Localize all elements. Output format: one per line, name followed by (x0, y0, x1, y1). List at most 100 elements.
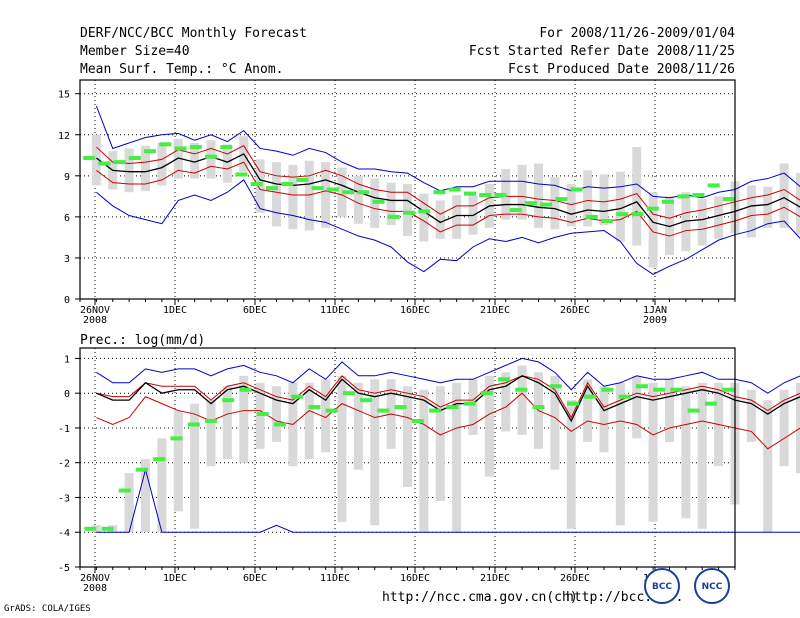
prec-mean-mark (170, 436, 183, 441)
temp-range-bar (533, 163, 544, 228)
prec-lower-bound-line (96, 467, 800, 533)
variable-label: Mean Surf. Temp.: °C Anom. (80, 62, 284, 77)
prec-range-bar (795, 382, 800, 474)
prec-mean-mark (394, 405, 407, 410)
prec-range-bar (583, 379, 593, 442)
temp-mean-mark (661, 199, 674, 204)
prec-range-bar (304, 382, 314, 460)
prec-median-line (96, 375, 800, 423)
temp-mean-mark (83, 156, 96, 161)
prec-range-bar (681, 386, 691, 519)
prec-mean-mark (549, 384, 562, 389)
refer-date: Fcst Started Refer Date 2008/11/25 (468, 44, 735, 59)
prec-range-bar (615, 382, 625, 526)
prec-range-bar (648, 382, 658, 522)
prec-mean-mark (239, 387, 252, 392)
temp-y-tick-label: 12 (58, 131, 70, 142)
prec-range-bar (484, 375, 494, 477)
temp-mean-mark (342, 190, 355, 195)
temp-mean-mark (433, 190, 446, 195)
prec-mean-mark (205, 419, 217, 423)
prec-mean-mark (653, 387, 666, 392)
prec-lower-inner-line (96, 392, 800, 450)
prec-range-bar (239, 375, 249, 463)
temp-mean-mark (159, 142, 172, 147)
temp-x-tick-label: 1JAN (643, 305, 667, 316)
prec-range-bar (566, 400, 576, 529)
temp-mean-mark (540, 202, 553, 207)
temp-mean-mark (570, 187, 583, 192)
prec-upper-bound-line (96, 357, 800, 394)
prec-range-bar (140, 459, 151, 533)
prec-range-bar (206, 400, 216, 467)
temp-range-bar (337, 167, 347, 217)
prec-mean-mark (687, 408, 700, 413)
temp-range-bar (566, 184, 576, 227)
temp-range-bar (435, 200, 445, 239)
prec-mean-mark (584, 394, 597, 399)
forecast-period: For 2008/11/26-2009/01/04 (539, 26, 735, 41)
prec-mean-mark (325, 408, 338, 413)
prec-mean-mark (342, 391, 355, 396)
prec-x-tick-year: 2008 (83, 583, 107, 594)
ncc-logo: NCC (694, 568, 730, 604)
temp-mean-mark (128, 156, 141, 161)
prec-mean-mark (515, 387, 528, 392)
temp-range-bar (763, 186, 773, 228)
member-size: Member Size=40 (80, 44, 190, 59)
temp-range-bar (648, 192, 658, 268)
temp-y-tick-label: 15 (58, 90, 70, 101)
prec-range-bar (370, 379, 380, 526)
temp-x-tick-year: 2008 (83, 315, 107, 326)
prec-range-bar (697, 382, 707, 529)
temp-mean-mark (387, 214, 400, 219)
prec-range-bar (599, 386, 609, 453)
temp-mean-mark (494, 192, 507, 197)
temp-x-tick-label: 11DEC (320, 305, 350, 316)
temp-mean-mark (326, 187, 339, 192)
prec-mean-mark (635, 384, 648, 389)
temp-mean-mark (692, 192, 705, 197)
prec-mean-mark (377, 408, 390, 413)
temp-range-bar (419, 193, 429, 242)
temp-range-bar (304, 160, 314, 231)
temp-mean-mark (311, 186, 324, 191)
prec-range-bar (91, 525, 101, 533)
ncc-url[interactable]: http://ncc.cma.gov.cn(ch) (382, 590, 578, 605)
temp-mean-mark (463, 191, 476, 196)
temp-mean-mark (250, 182, 263, 187)
temp-range-bar (288, 164, 298, 230)
temp-mean-mark (357, 190, 370, 195)
prec-range-bar (779, 389, 789, 467)
prec-mean-mark (187, 422, 200, 427)
prec-panel-title: Prec.: log(mm/d) (80, 333, 205, 348)
temp-mean-mark (174, 146, 187, 151)
prec-mean-mark (101, 526, 114, 531)
prec-mean-mark (566, 401, 579, 406)
temp-range-bar (124, 148, 134, 193)
temp-mean-mark (646, 206, 659, 211)
prec-mean-mark (153, 457, 166, 462)
temp-mean-mark (98, 161, 111, 166)
temp-range-bar (517, 164, 527, 220)
temp-range-bar (353, 175, 363, 224)
temp-x-tick-label: 1DEC (163, 305, 187, 316)
prec-mean-mark (256, 412, 269, 417)
temp-range-bar (255, 159, 265, 213)
prec-y-tick-label: 0 (64, 389, 70, 400)
temp-range-bar (779, 163, 789, 228)
temp-mean-mark (235, 172, 248, 177)
prec-range-bar (664, 379, 675, 442)
grads-credit: GrADS: COLA/IGES (4, 604, 91, 614)
temp-mean-mark (585, 214, 598, 219)
prec-range-bar (222, 386, 232, 460)
prec-range-bar (632, 375, 642, 439)
temp-mean-mark (555, 197, 568, 202)
bcc-logo: BCC (644, 568, 680, 604)
temp-mean-mark (631, 212, 644, 217)
prec-mean-mark (601, 387, 614, 392)
temp-x-tick-label: 21DEC (480, 305, 510, 316)
temp-range-bar (271, 162, 282, 227)
prec-range-bar (763, 400, 773, 533)
temp-mean-mark (403, 210, 416, 215)
